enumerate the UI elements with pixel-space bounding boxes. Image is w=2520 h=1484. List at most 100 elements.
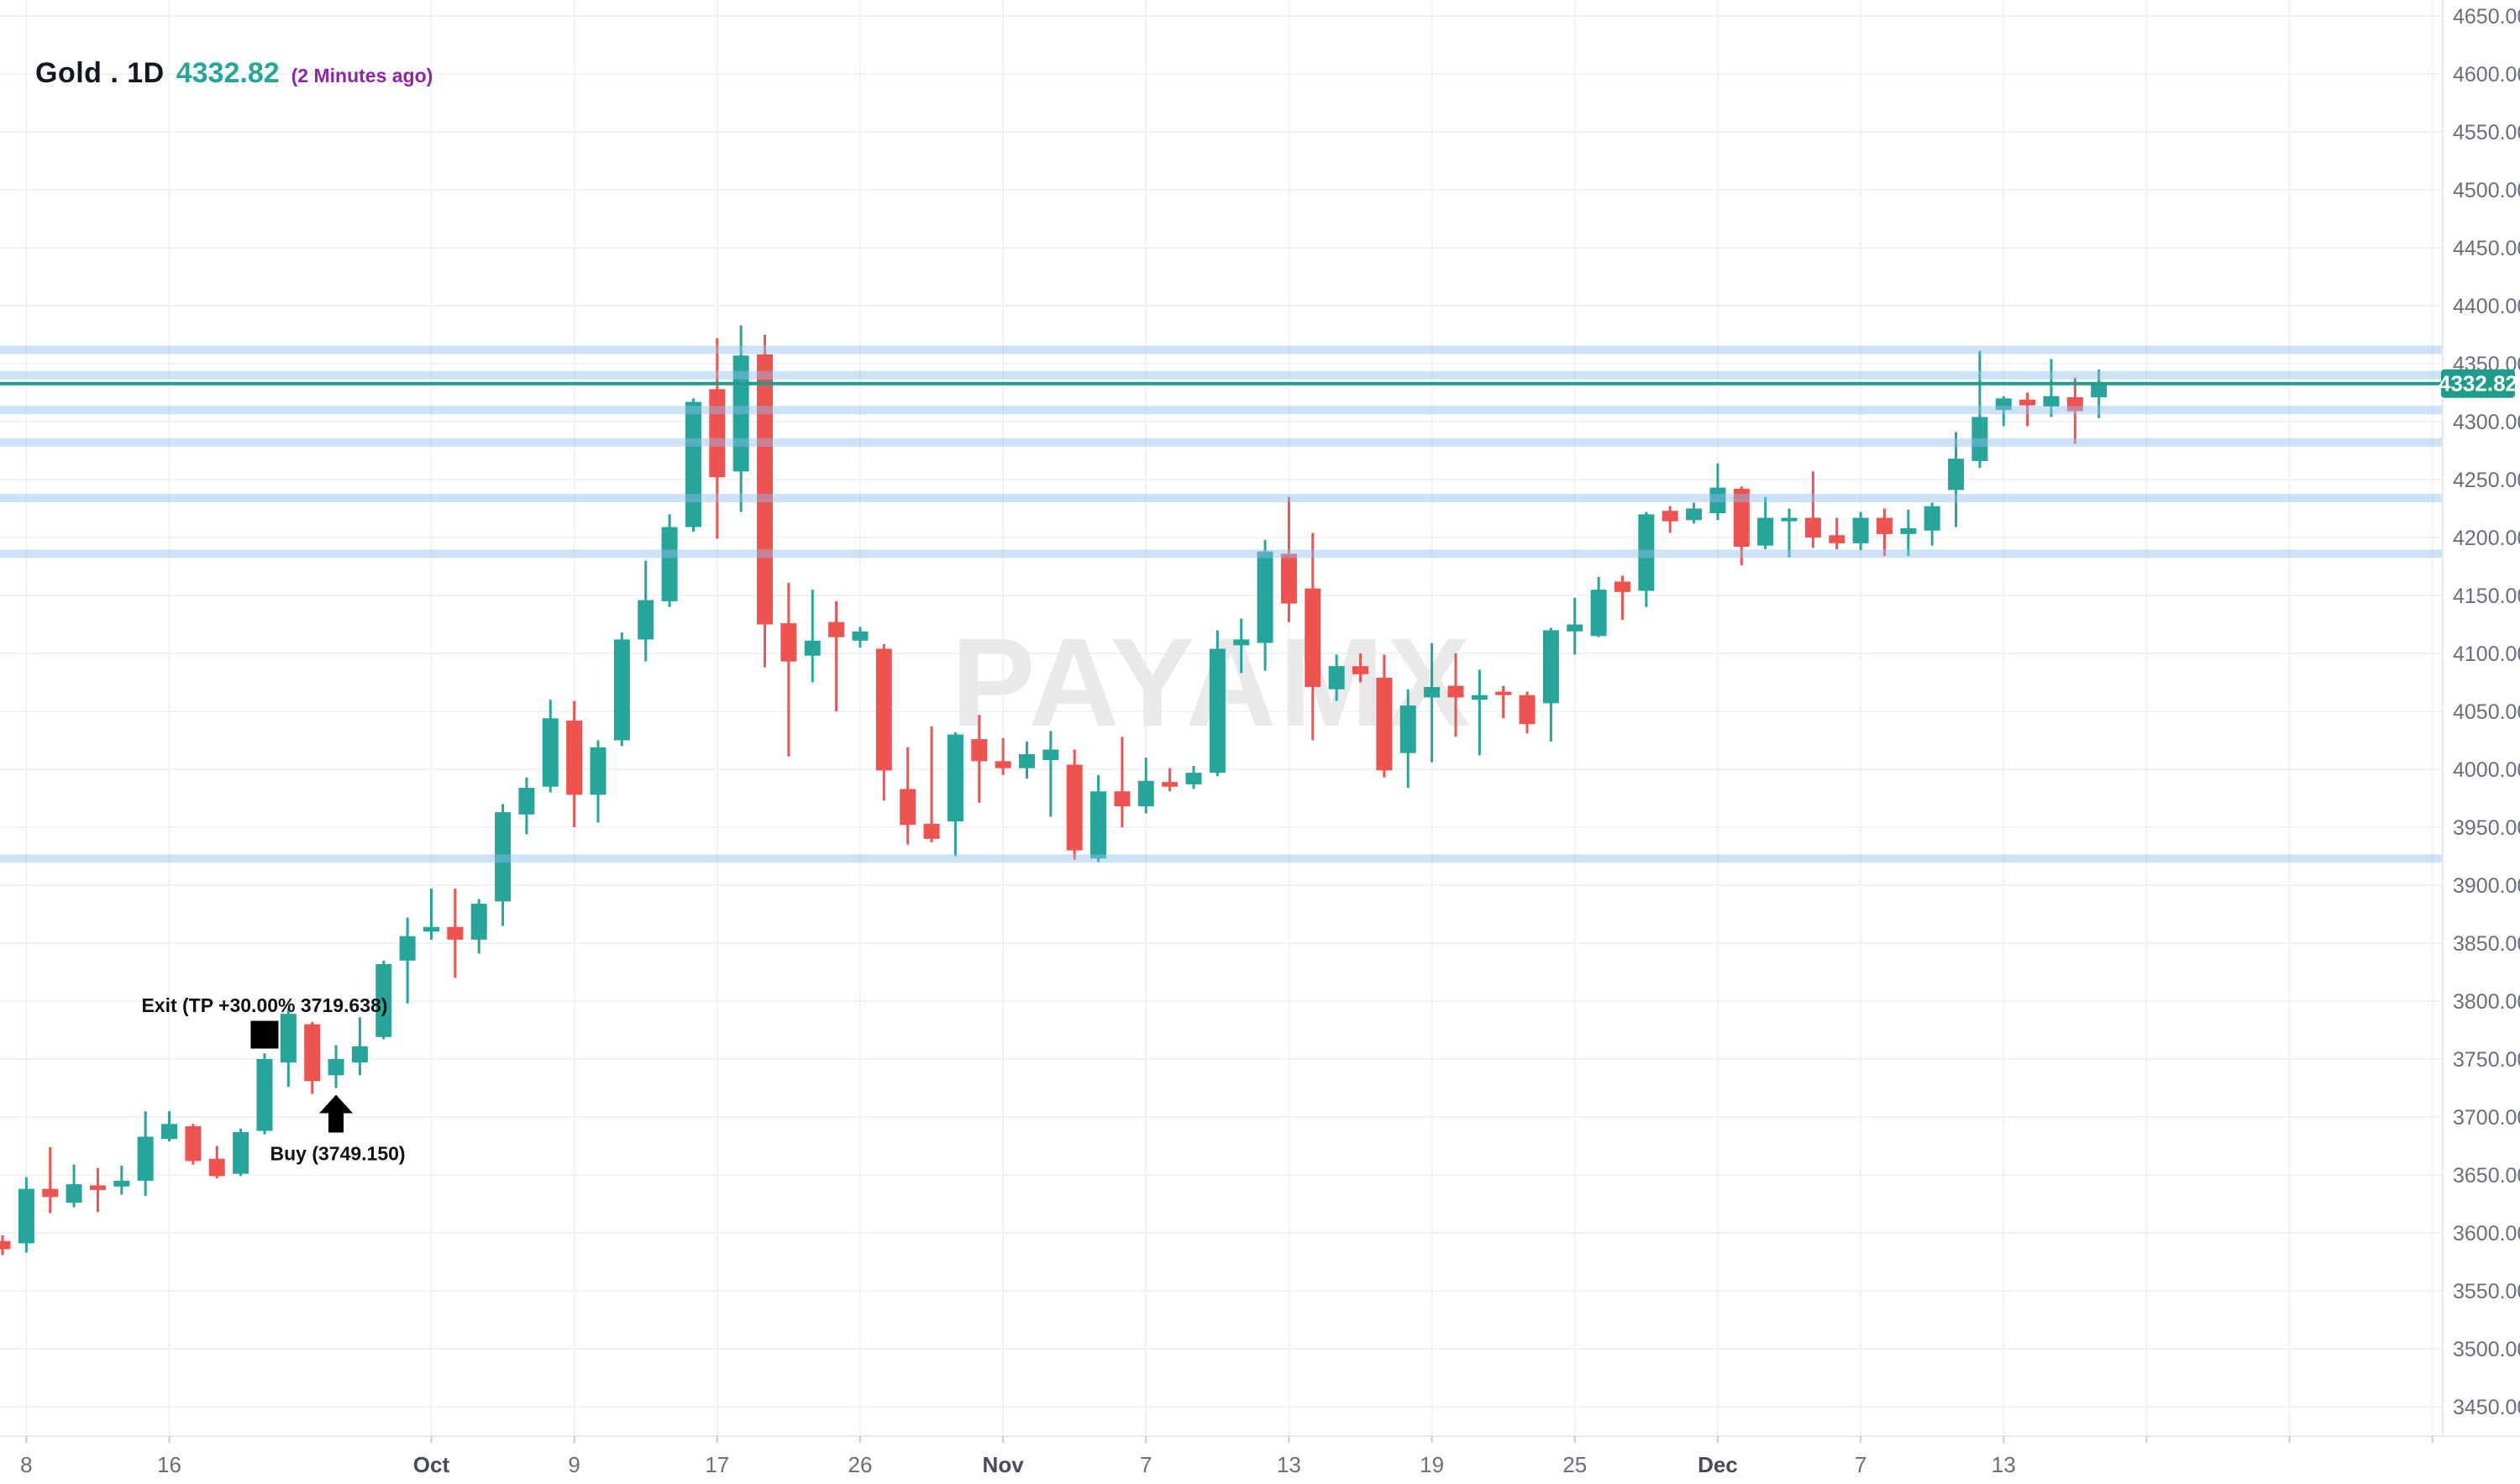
support-resistance-line[interactable] bbox=[0, 406, 2443, 415]
candle-body bbox=[1567, 624, 1583, 632]
candle bbox=[613, 632, 630, 747]
candle bbox=[113, 1165, 130, 1195]
buy-marker-arrow-up-icon[interactable] bbox=[319, 1094, 354, 1133]
candle bbox=[256, 1053, 273, 1135]
price-axis-label: 4000.00 bbox=[2453, 758, 2520, 782]
candle-wick bbox=[429, 889, 433, 940]
price-axis-label: 4100.00 bbox=[2453, 642, 2520, 666]
candle-body bbox=[1471, 695, 1488, 700]
exit-marker-label: Exit (TP +30.00% 3719.638) bbox=[141, 994, 387, 1016]
candle bbox=[1280, 496, 1297, 622]
candle bbox=[2091, 369, 2108, 418]
candle bbox=[1519, 691, 1536, 734]
candle-body bbox=[447, 926, 464, 940]
candle-body bbox=[1257, 551, 1273, 643]
candle bbox=[709, 338, 726, 539]
candle-body bbox=[1305, 588, 1321, 688]
candle-body bbox=[1137, 780, 1154, 807]
candle bbox=[1137, 758, 1154, 814]
candle bbox=[1542, 627, 1559, 742]
candle-wick bbox=[1502, 685, 1505, 719]
current-price-badge: 4332.82 bbox=[2439, 369, 2517, 398]
candle-body bbox=[1757, 517, 1774, 546]
candle bbox=[852, 627, 869, 648]
time-axis-label: 9 bbox=[568, 1452, 580, 1477]
candle-body bbox=[1948, 459, 1965, 490]
candle bbox=[137, 1111, 154, 1196]
candle bbox=[89, 1167, 106, 1213]
candle-body bbox=[900, 789, 916, 826]
candle-body bbox=[1971, 417, 1988, 461]
time-axis[interactable]: 8 16 Oct 9 17 26 Nov 7 13 19 25 Dec 7 13 bbox=[0, 1435, 2520, 1477]
candle-wick bbox=[835, 600, 838, 711]
candle-body bbox=[1542, 630, 1559, 704]
support-resistance-lines[interactable] bbox=[0, 345, 2443, 863]
price-axis-label: 3900.00 bbox=[2453, 874, 2520, 898]
price-axis[interactable]: 4650.00 4600.00 4550.00 4500.00 4450.00 4400.… bbox=[2442, 0, 2520, 1436]
candle-body bbox=[1090, 791, 1107, 859]
support-resistance-line[interactable] bbox=[0, 345, 2443, 354]
candle-body bbox=[328, 1059, 344, 1076]
candle-body bbox=[161, 1124, 178, 1140]
candle bbox=[2019, 392, 2036, 427]
candle bbox=[1733, 486, 1750, 566]
candle-wick bbox=[1121, 737, 1124, 827]
price-axis-label: 4150.00 bbox=[2453, 585, 2520, 608]
candle-wick bbox=[120, 1165, 123, 1195]
candle-body bbox=[757, 354, 774, 625]
price-axis-label: 4250.00 bbox=[2453, 469, 2520, 492]
candle bbox=[1162, 768, 1179, 792]
candle-body bbox=[804, 640, 821, 656]
price-axis-label: 3600.00 bbox=[2453, 1222, 2520, 1245]
candle-body bbox=[2019, 399, 2036, 406]
trade-markers[interactable]: Exit (TP +30.00% 3719.638) Buy (3749.150) bbox=[141, 994, 405, 1164]
candle bbox=[233, 1128, 249, 1177]
time-axis-label: 7 bbox=[1855, 1452, 1866, 1477]
candle bbox=[161, 1111, 178, 1141]
support-resistance-line[interactable] bbox=[0, 438, 2443, 447]
support-resistance-line[interactable] bbox=[0, 854, 2443, 863]
last-price-value: 4332.82 bbox=[176, 57, 280, 89]
candle bbox=[1638, 511, 1655, 607]
candle-body bbox=[1042, 749, 1059, 760]
price-axis-label: 4200.00 bbox=[2453, 527, 2520, 550]
candle-wick bbox=[49, 1146, 52, 1214]
candle-body bbox=[137, 1136, 154, 1181]
support-resistance-line[interactable] bbox=[0, 370, 2443, 380]
candle bbox=[1876, 508, 1893, 557]
candle-wick bbox=[2026, 392, 2029, 427]
candle-body bbox=[375, 963, 392, 1037]
support-resistance-line[interactable] bbox=[0, 549, 2443, 558]
candle-body bbox=[518, 788, 535, 815]
price-badge-value: 4332.82 bbox=[2439, 371, 2517, 396]
chart-legend[interactable]: Gold . 1D 4332.82 (2 Minutes ago) bbox=[35, 57, 433, 90]
candle-body bbox=[399, 936, 416, 961]
candle bbox=[423, 889, 439, 940]
candle-body bbox=[875, 648, 892, 771]
candle-body bbox=[1876, 517, 1893, 534]
candle bbox=[1829, 517, 1845, 549]
candle bbox=[1781, 508, 1798, 558]
price-axis-label: 4550.00 bbox=[2453, 121, 2520, 144]
price-axis-label: 3750.00 bbox=[2453, 1048, 2520, 1072]
price-badge-background bbox=[2441, 369, 2515, 398]
candle-wick bbox=[1168, 768, 1172, 792]
candle bbox=[1114, 737, 1131, 827]
time-axis-label: 17 bbox=[705, 1452, 729, 1477]
candle bbox=[1662, 506, 1678, 533]
candle-body bbox=[971, 739, 988, 762]
candle bbox=[1852, 511, 1869, 551]
symbol-title[interactable]: Gold . 1D bbox=[35, 57, 165, 89]
candle-body bbox=[613, 639, 630, 741]
price-axis-label: 3950.00 bbox=[2453, 816, 2520, 840]
candle-wick bbox=[1240, 618, 1243, 674]
support-resistance-line[interactable] bbox=[0, 494, 2443, 503]
candle-wick bbox=[1620, 575, 1624, 620]
candles bbox=[0, 325, 2108, 1256]
exit-marker-square[interactable] bbox=[250, 1020, 279, 1049]
time-axis-label: 19 bbox=[1420, 1452, 1444, 1477]
candle bbox=[1328, 654, 1345, 701]
candle-body bbox=[1733, 489, 1750, 548]
candle bbox=[875, 643, 892, 801]
